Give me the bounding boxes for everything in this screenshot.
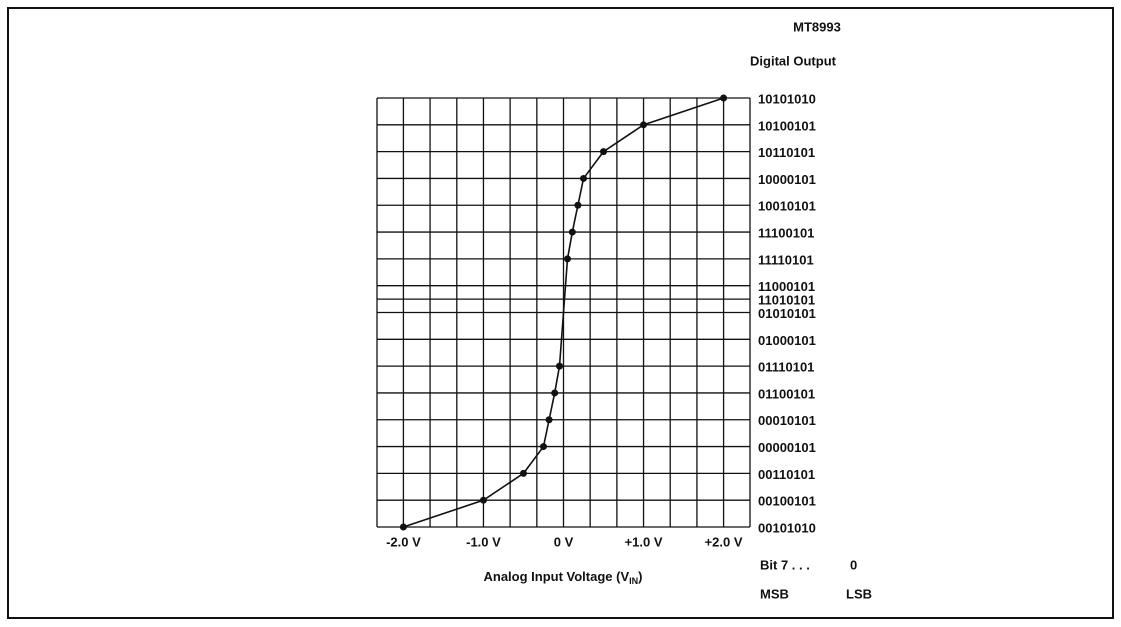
y-tick-label: 00010101 (758, 413, 816, 428)
x-tick-label: +2.0 V (705, 534, 743, 549)
y-tick-label: 01110101 (758, 360, 814, 375)
byte-label: MSB (760, 586, 789, 601)
point (539, 443, 547, 451)
x-tick-label: -1.0 V (466, 534, 501, 549)
y-tick-label: 00000101 (758, 440, 816, 455)
point (720, 94, 728, 102)
point (551, 389, 559, 397)
x-tick-label: -2.0 V (386, 534, 421, 549)
bit-label: Bit 7 . . . (760, 557, 810, 572)
y-tick-label: 10010101 (758, 199, 816, 214)
point (399, 523, 407, 531)
y-tick-label: 10000101 (758, 172, 816, 187)
y-tick-label: 00110101 (758, 467, 815, 482)
frame (7, 7, 1114, 619)
point (564, 255, 572, 263)
y-tick-label: 11010101 (758, 293, 815, 308)
y-tick-label: 11000101 (758, 279, 815, 294)
point (574, 201, 582, 209)
bit-label: 0 (850, 557, 857, 572)
point (555, 362, 563, 370)
point (519, 469, 527, 477)
point (640, 121, 648, 129)
point (600, 148, 608, 156)
y-tick-label: 10100101 (758, 118, 816, 133)
y-tick-label: 10101010 (758, 91, 816, 106)
x-tick-label: +1.0 V (625, 534, 663, 549)
chart-title: MT8993 (793, 19, 841, 34)
y-tick-label: 01100101 (758, 386, 815, 401)
point (479, 496, 487, 504)
point (568, 228, 576, 236)
x-tick-label: 0 V (554, 534, 574, 549)
x-axis-title: Analog Input Voltage (VIN) (484, 569, 643, 586)
point (580, 174, 588, 182)
y-tick-label: 11110101 (758, 252, 814, 267)
y-tick-label: 10110101 (758, 145, 815, 160)
y-tick-label: 11100101 (758, 226, 814, 241)
y-tick-label: 01000101 (758, 333, 816, 348)
y-tick-label: 00101010 (758, 520, 816, 535)
y-tick-label: 00100101 (758, 494, 816, 509)
line (403, 97, 724, 528)
x-axis-title-end: ) (638, 569, 642, 584)
x-axis-title-sub: IN (629, 576, 638, 586)
y-axis-title: Digital Output (750, 53, 837, 68)
byte-label: LSB (846, 586, 872, 601)
y-tick-label: 01010101 (758, 306, 816, 321)
point (545, 416, 553, 424)
x-axis-title-text: Analog Input Voltage (V (484, 569, 630, 584)
